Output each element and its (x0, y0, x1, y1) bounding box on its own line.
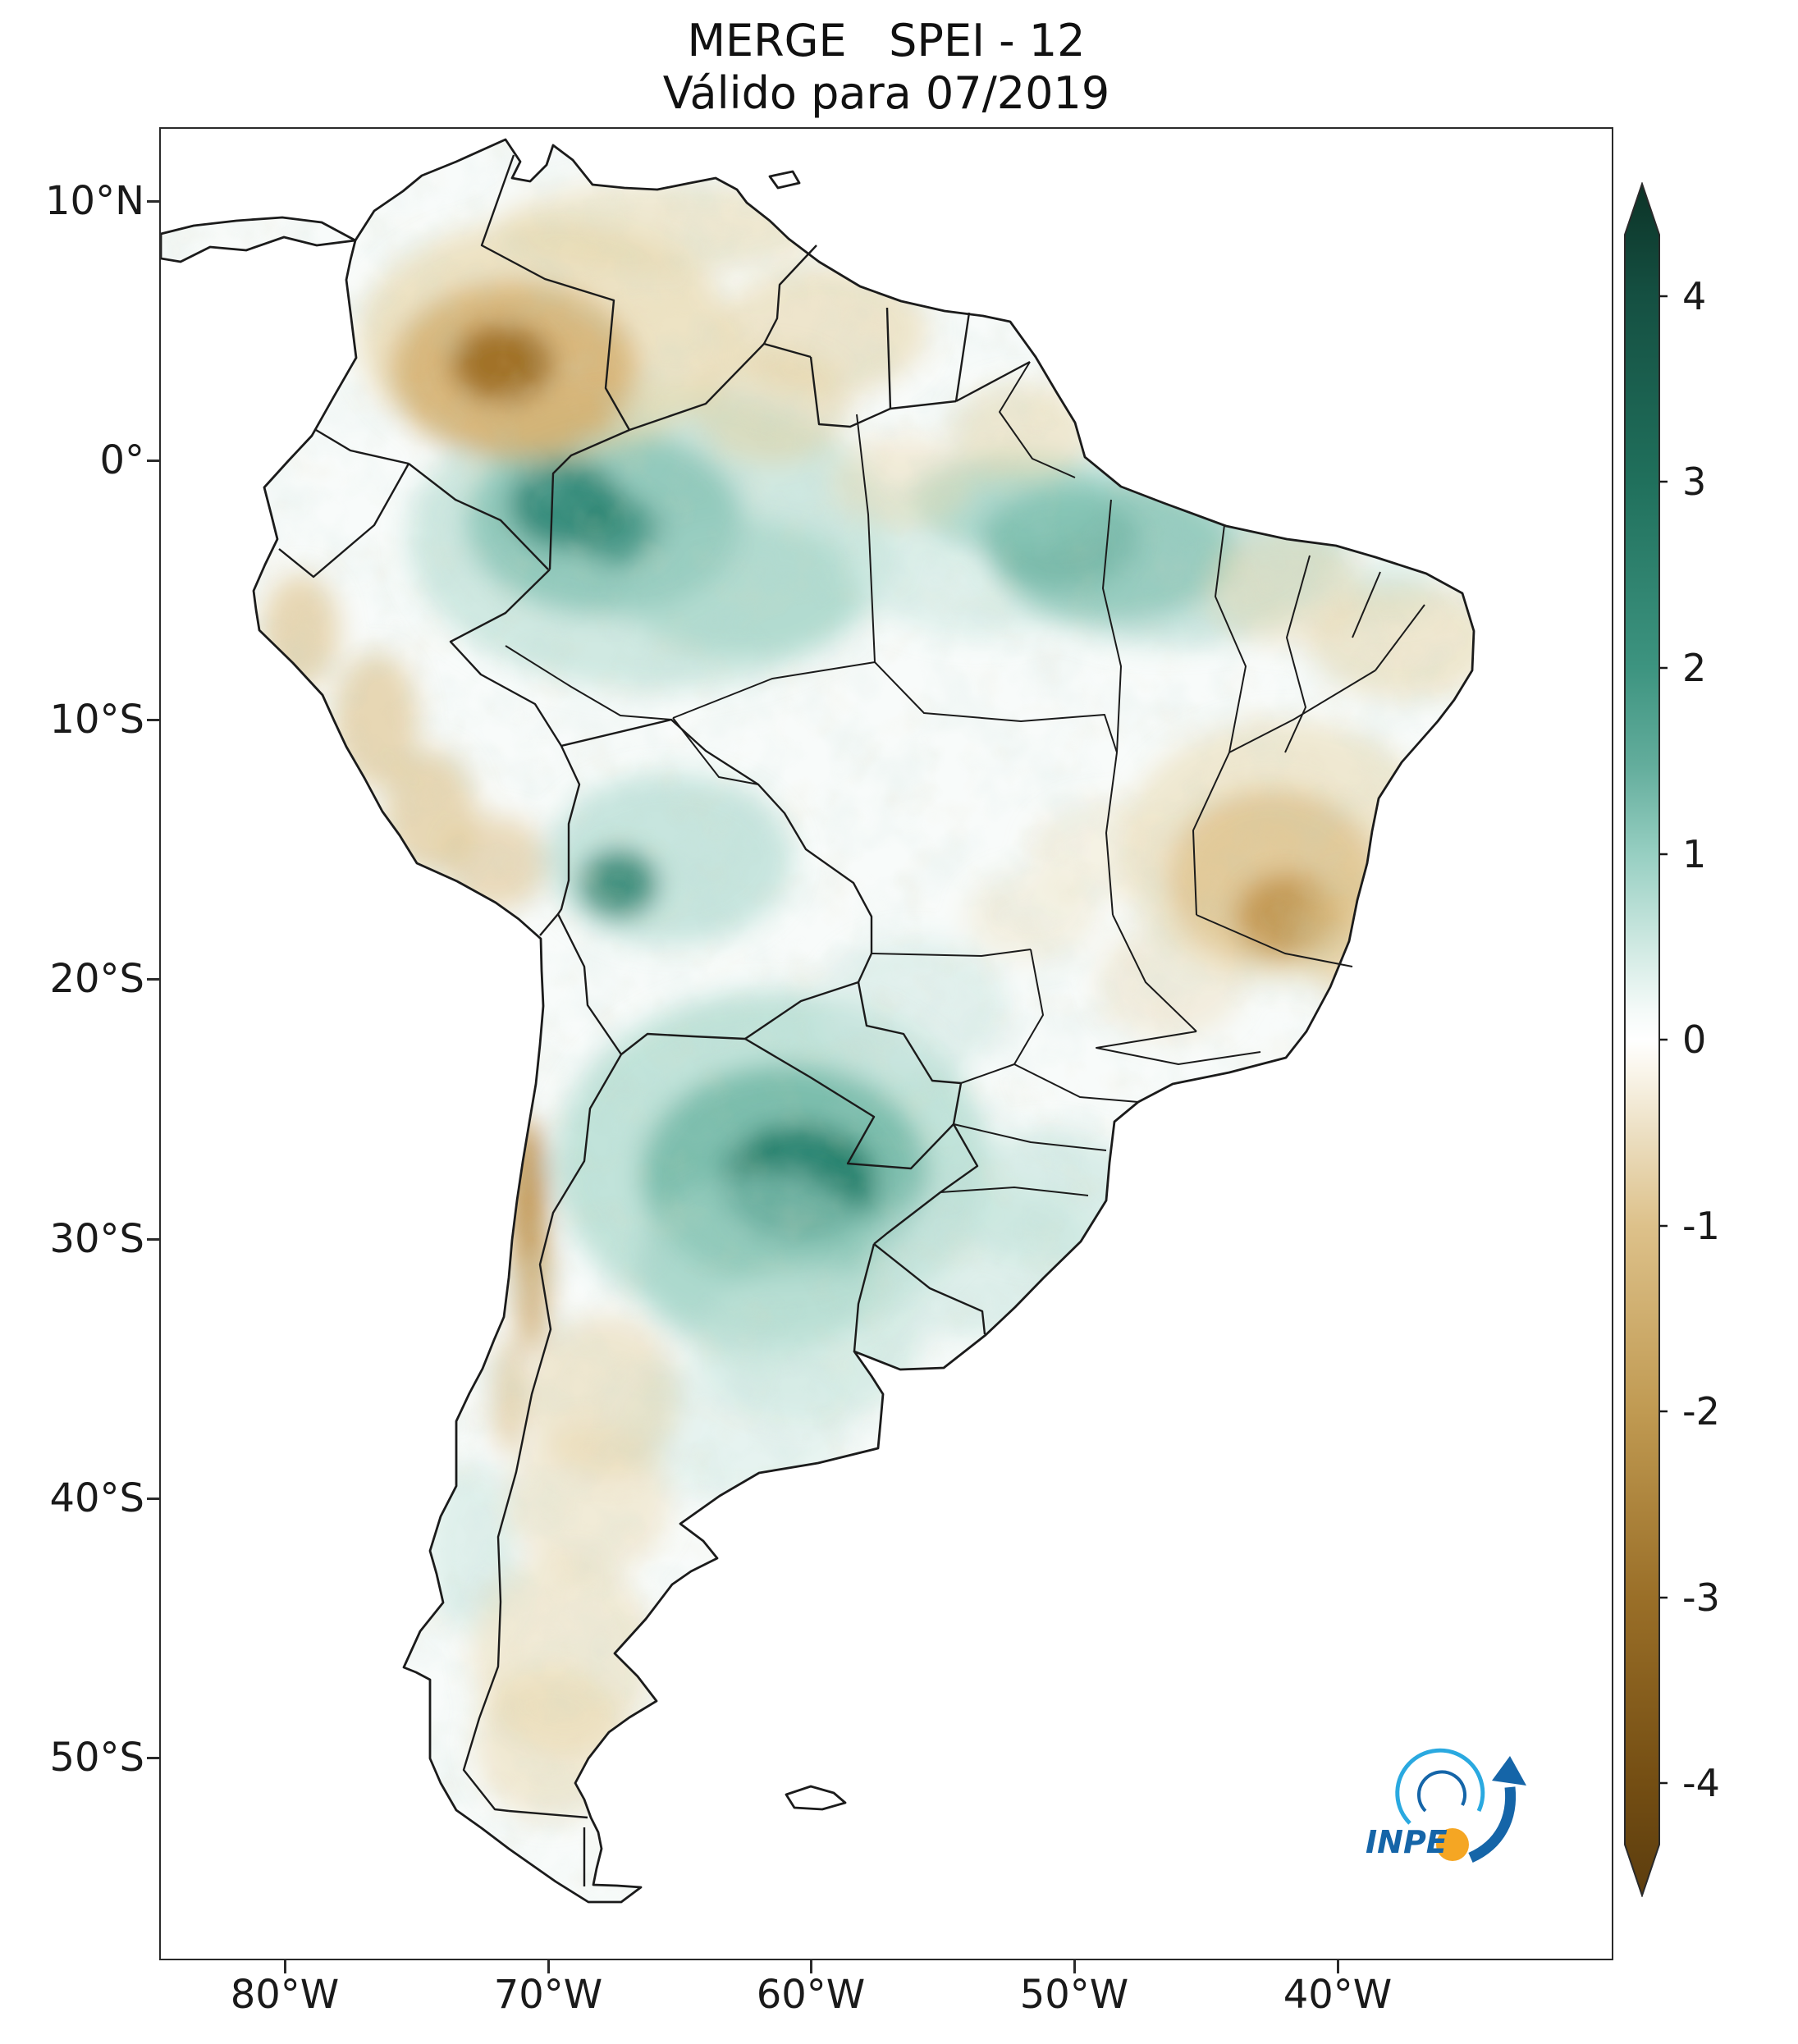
x-tick-label: 70°W (493, 1972, 603, 2018)
colorbar-tick-label: 1 (1682, 832, 1707, 876)
y-axis-tick (147, 1238, 159, 1241)
state-borders (505, 361, 1425, 1196)
figure-title: MERGE SPEI - 12 (687, 15, 1086, 66)
figure-subtitle: Válido para 07/2019 (662, 67, 1110, 119)
logo-arrowhead-icon (1492, 1756, 1526, 1786)
y-tick-label: 40°S (49, 1475, 144, 1521)
y-axis-tick (147, 719, 159, 721)
falkland-islands (785, 1785, 847, 1811)
x-axis-tick (810, 1960, 812, 1973)
y-axis-tick (147, 460, 159, 462)
y-axis-tick (147, 200, 159, 203)
logo-swirl-outer-icon (1395, 1748, 1485, 1825)
land-base (161, 139, 1474, 1902)
map-frame (159, 127, 1613, 1960)
x-axis-tick (1337, 1960, 1339, 1973)
colorbar-tick-label: 0 (1682, 1017, 1707, 1062)
x-tick-label: 40°W (1283, 1972, 1393, 2018)
coastline (161, 138, 1475, 1904)
trinidad-island (768, 170, 801, 190)
colorbar-tick-label: -3 (1682, 1575, 1720, 1620)
y-axis-tick (147, 978, 159, 981)
x-axis-tick (284, 1960, 286, 1973)
colorbar (1624, 182, 1668, 1897)
x-axis-tick (1073, 1960, 1076, 1973)
x-axis-tick (547, 1960, 550, 1973)
x-tick-label: 50°W (1019, 1972, 1129, 2018)
y-axis-tick (147, 1498, 159, 1500)
inpe-logo: INPE (1366, 1748, 1526, 1863)
continent-outline (252, 138, 1475, 1904)
x-tick-label: 60°W (756, 1972, 866, 2018)
y-tick-label: 20°S (49, 956, 144, 1002)
y-tick-label: 10°N (45, 178, 144, 224)
logo-text: INPE (1366, 1824, 1448, 1860)
y-tick-label: 50°S (49, 1735, 144, 1781)
colorbar-tick-label: 3 (1682, 460, 1707, 504)
country-borders (278, 154, 1031, 1886)
y-tick-label: 0° (99, 437, 144, 483)
colorbar-ticks (1659, 295, 1668, 1785)
noise-texture-tan (161, 139, 1474, 1902)
colorbar-tick-label: 2 (1682, 646, 1707, 690)
panama-landmass (161, 216, 357, 263)
y-tick-label: 30°S (49, 1216, 144, 1262)
logo-swirl-inner-icon (1417, 1770, 1466, 1813)
colorbar-gradient (1624, 182, 1660, 1897)
y-axis-tick (147, 1757, 159, 1759)
colorbar-tick-label: -2 (1682, 1389, 1720, 1434)
colorbar-tick-label: 4 (1682, 274, 1707, 318)
colorbar-tick-label: -4 (1682, 1761, 1720, 1805)
colorbar-tick-label: -1 (1682, 1204, 1720, 1248)
south-america-spei-map (161, 138, 1475, 1904)
y-tick-label: 10°S (49, 697, 144, 743)
x-tick-label: 80°W (230, 1972, 340, 2018)
logo-orange-dot-icon (1436, 1828, 1469, 1861)
logo-arrow-icon (1468, 1786, 1517, 1863)
